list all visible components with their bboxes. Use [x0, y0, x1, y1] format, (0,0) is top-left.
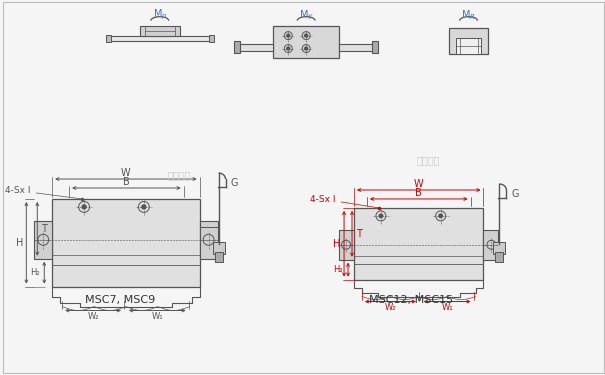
Bar [52, 199, 200, 286]
Bar [483, 230, 499, 260]
Text: T: T [41, 224, 47, 234]
Bar [339, 44, 373, 51]
Text: 4-Sx l: 4-Sx l [5, 186, 30, 195]
Text: H₂: H₂ [30, 268, 40, 277]
Circle shape [305, 47, 308, 50]
Text: T: T [356, 229, 362, 239]
Bar [212, 242, 224, 254]
Bar [140, 26, 180, 36]
Bar [34, 221, 52, 259]
Text: B: B [416, 188, 422, 198]
Bar [456, 38, 482, 54]
Text: W₂: W₂ [87, 312, 99, 321]
Circle shape [82, 205, 86, 209]
Text: 推动传动: 推动传动 [417, 155, 440, 165]
Text: 4-Sx l: 4-Sx l [310, 195, 335, 204]
Bar [106, 34, 111, 42]
Bar [494, 242, 505, 254]
Bar [339, 230, 354, 260]
Text: W: W [414, 179, 424, 189]
Bar [273, 26, 339, 57]
Bar [215, 252, 223, 262]
Circle shape [287, 47, 290, 50]
Text: G: G [511, 189, 519, 199]
Text: W₁: W₁ [151, 312, 163, 321]
Text: H: H [333, 239, 341, 249]
Bar [372, 40, 378, 53]
Circle shape [439, 214, 442, 217]
Text: M$_R$: M$_R$ [461, 8, 476, 22]
Text: W₂: W₂ [385, 303, 396, 312]
Text: W: W [121, 168, 131, 178]
Bar [200, 221, 218, 259]
Text: B: B [123, 177, 130, 187]
Bar [354, 208, 483, 280]
Text: G: G [231, 178, 238, 188]
Bar [240, 44, 273, 51]
Bar [235, 40, 240, 53]
Circle shape [305, 34, 308, 37]
Text: MSC7, MSC9: MSC7, MSC9 [85, 294, 155, 304]
Text: H: H [16, 238, 23, 248]
Text: H₂: H₂ [333, 265, 343, 274]
Circle shape [379, 214, 383, 217]
Text: W₁: W₁ [441, 303, 453, 312]
Text: M$_Y$: M$_Y$ [299, 8, 314, 22]
Bar [209, 34, 214, 42]
Text: 推动传动: 推动传动 [168, 170, 191, 180]
Circle shape [287, 34, 290, 37]
Bar [449, 28, 488, 54]
Circle shape [142, 205, 146, 209]
Text: M$_p$: M$_p$ [152, 8, 167, 22]
Bar [110, 36, 209, 40]
Text: MSC12, MSC15: MSC12, MSC15 [368, 294, 453, 304]
Bar [495, 252, 503, 262]
